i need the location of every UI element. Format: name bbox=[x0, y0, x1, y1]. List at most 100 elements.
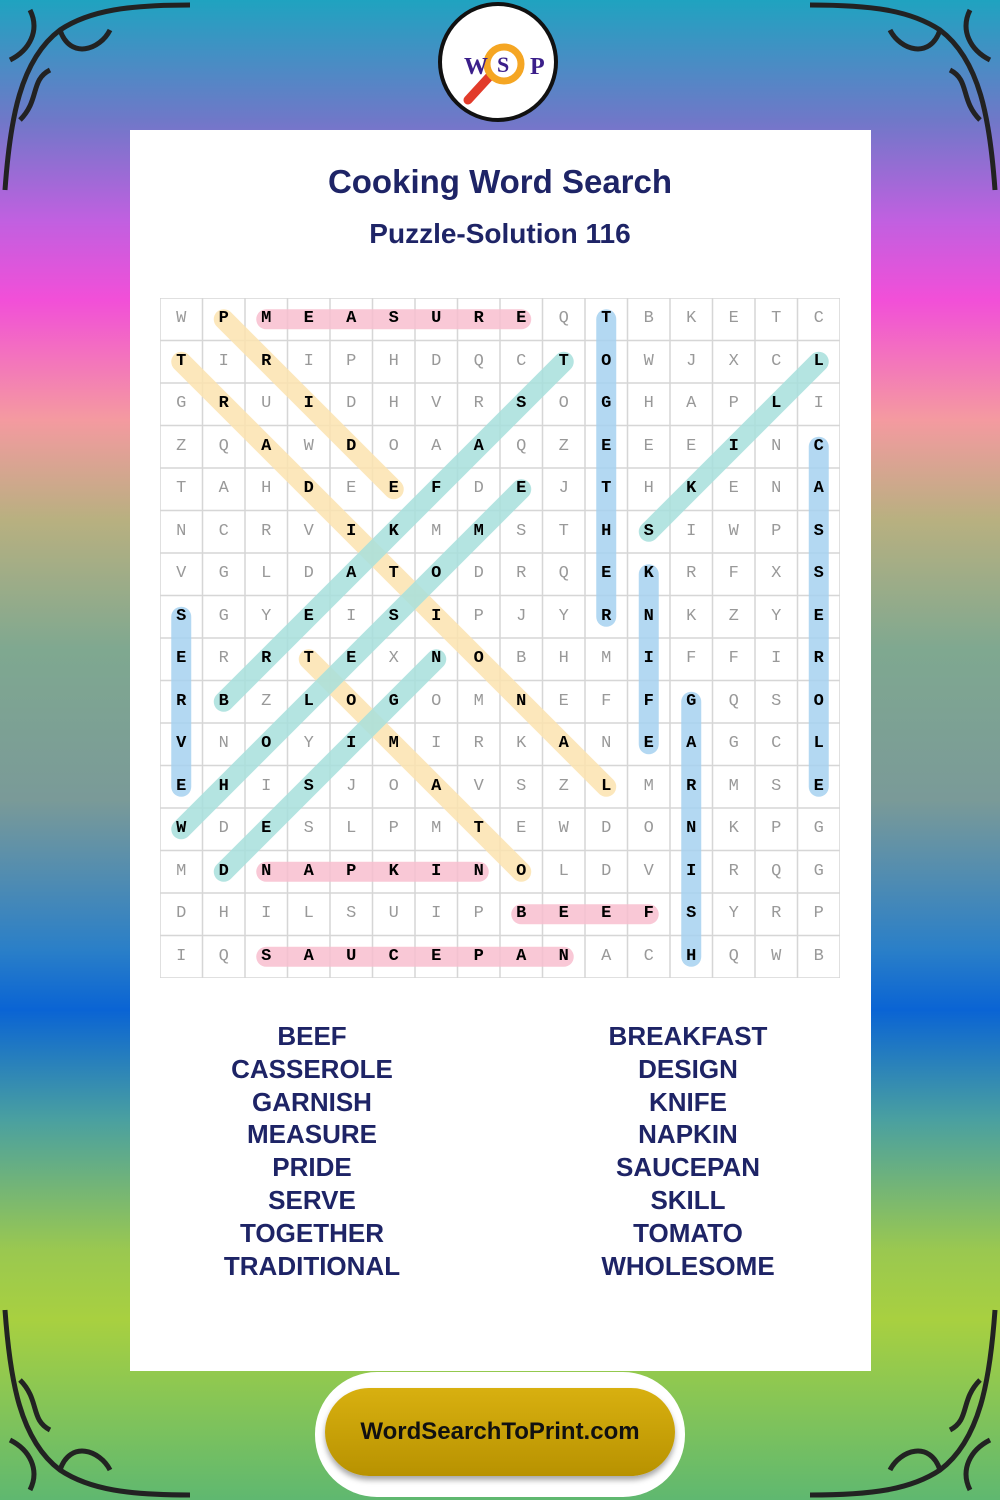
grid-cell: O bbox=[473, 649, 484, 668]
grid-cell: I bbox=[431, 734, 442, 753]
grid-cell: D bbox=[218, 819, 229, 838]
grid-cell: R bbox=[176, 691, 187, 711]
grid-cell: X bbox=[771, 564, 782, 583]
grid-cell: E bbox=[346, 649, 357, 668]
grid-cell: F bbox=[728, 649, 739, 668]
grid-cell: I bbox=[431, 861, 442, 881]
word-list-item: TRADITIONAL bbox=[223, 1250, 401, 1281]
grid-cell: K bbox=[686, 309, 697, 328]
word-list-item: BREAKFAST bbox=[608, 1021, 768, 1051]
grid-cell: C bbox=[771, 734, 782, 753]
grid-cell: Q bbox=[218, 946, 229, 966]
grid-cell: I bbox=[686, 861, 697, 881]
grid-cell: J bbox=[516, 606, 527, 626]
grid-cell: C bbox=[516, 351, 527, 371]
grid-cell: T bbox=[558, 351, 569, 371]
grid-cell: O bbox=[388, 436, 399, 456]
grid-cell: V bbox=[473, 776, 484, 796]
grid-cell: S bbox=[516, 394, 527, 413]
grid-lines-and-highlights bbox=[160, 298, 840, 978]
grid-cell: I bbox=[431, 606, 442, 626]
grid-cell: S bbox=[261, 946, 272, 966]
ornament-top-right bbox=[809, 2, 998, 191]
word-list-item: TOMATO bbox=[633, 1217, 743, 1248]
grid-cell: B bbox=[643, 309, 654, 328]
grid-cell: M bbox=[388, 734, 399, 753]
grid-cell: N bbox=[558, 946, 569, 966]
grid-cell: A bbox=[473, 436, 484, 456]
grid-cell: I bbox=[431, 904, 442, 923]
grid-cell: D bbox=[303, 564, 314, 583]
word-list-right: BREAKFAST DESIGN KNIFE NAPKIN SAUCEPAN SKILL T… bbox=[538, 1020, 838, 1282]
grid-cell: N bbox=[261, 861, 272, 881]
grid-cell: G bbox=[388, 691, 399, 711]
grid-cell: I bbox=[303, 394, 314, 413]
grid-cell: L bbox=[558, 861, 569, 881]
grid-cell: U bbox=[261, 394, 272, 413]
grid-cell: M bbox=[473, 691, 484, 711]
grid-cell: S bbox=[303, 776, 314, 796]
grid-cell: C bbox=[643, 946, 654, 966]
grid-cell: Z bbox=[261, 691, 272, 711]
grid-cell: F bbox=[643, 904, 654, 923]
grid-cell: G bbox=[176, 394, 187, 413]
grid-cell: A bbox=[346, 564, 357, 583]
grid-cell: U bbox=[388, 904, 399, 923]
grid-cell: X bbox=[388, 649, 399, 668]
grid-cell: H bbox=[643, 479, 654, 498]
grid-cell: C bbox=[771, 351, 782, 371]
word-list-item: TOGETHER bbox=[240, 1217, 384, 1248]
grid-cell: R bbox=[261, 649, 272, 668]
grid-cell: N bbox=[771, 479, 782, 498]
grid-cell: C bbox=[813, 309, 824, 328]
grid-cell: A bbox=[431, 776, 442, 796]
grid-cell: E bbox=[388, 479, 399, 498]
grid-cell: E bbox=[303, 309, 314, 328]
svg-text:P: P bbox=[530, 54, 545, 80]
grid-cell: N bbox=[473, 861, 484, 881]
grid-cell: R bbox=[261, 351, 272, 371]
grid-cell: L bbox=[601, 776, 612, 796]
grid-cell: J bbox=[558, 479, 569, 498]
grid-cell: T bbox=[558, 521, 569, 541]
ornament-bottom-right bbox=[809, 1309, 998, 1498]
grid-cell: F bbox=[643, 691, 654, 711]
grid-cell: B bbox=[516, 904, 527, 923]
grid-cell: V bbox=[176, 734, 187, 753]
grid-cell: K bbox=[686, 606, 697, 626]
grid-cell: R bbox=[473, 734, 484, 753]
grid-cell: D bbox=[601, 861, 612, 881]
grid-cell: S bbox=[813, 521, 824, 541]
grid-cell: R bbox=[218, 394, 229, 413]
page-subtitle: Puzzle-Solution 116 bbox=[369, 218, 631, 249]
highlight-skill bbox=[638, 351, 829, 542]
svg-text:S: S bbox=[497, 52, 509, 77]
word-list-item: DESIGN bbox=[638, 1053, 738, 1084]
grid-cell: E bbox=[516, 309, 527, 328]
grid-cell: I bbox=[346, 606, 357, 626]
grid-cell: R bbox=[473, 309, 484, 328]
grid-cell: Q bbox=[728, 691, 739, 711]
grid-cell: V bbox=[176, 564, 187, 583]
grid-cell: X bbox=[728, 351, 739, 371]
grid-cell: H bbox=[218, 776, 229, 796]
grid-cell: Q bbox=[516, 436, 527, 456]
grid-cell: N bbox=[643, 606, 654, 626]
grid-cell: K bbox=[388, 521, 399, 541]
grid-cell: A bbox=[516, 946, 527, 966]
grid-cell: E bbox=[686, 436, 697, 456]
grid-cell: W bbox=[558, 819, 569, 838]
grid-cell: G bbox=[218, 606, 229, 626]
grid-cell: R bbox=[813, 649, 824, 668]
site-link-button[interactable]: WordSearchToPrint.com bbox=[325, 1388, 675, 1476]
grid-cell: U bbox=[431, 309, 442, 328]
grid-cell: Y bbox=[771, 606, 782, 626]
grid-cell: H bbox=[558, 649, 569, 668]
grid-cell: S bbox=[771, 691, 782, 711]
grid-cell: A bbox=[218, 479, 229, 498]
grid-cell: F bbox=[431, 479, 442, 498]
grid-cell: P bbox=[218, 309, 229, 328]
grid-cell: D bbox=[346, 436, 357, 456]
grid-cell: V bbox=[303, 521, 314, 541]
word-list-item: KNIFE bbox=[649, 1086, 727, 1117]
